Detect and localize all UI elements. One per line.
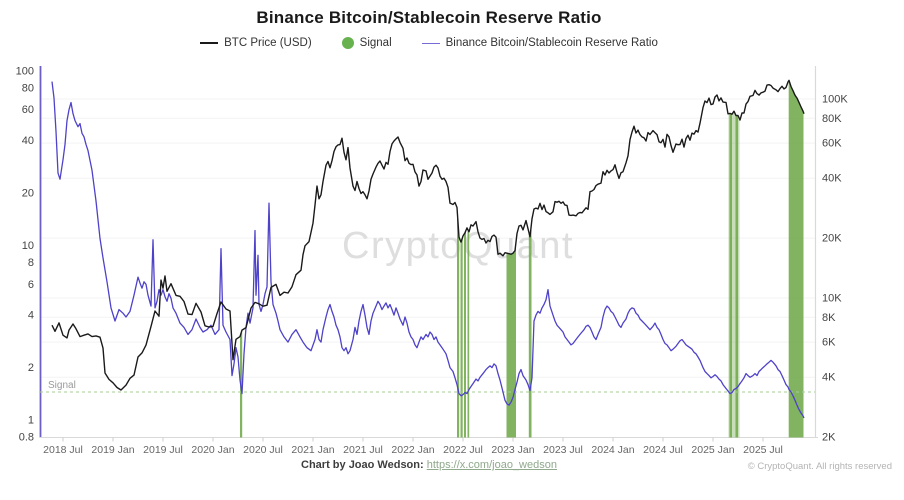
x-tick-label: 2025 Jul — [743, 444, 783, 456]
x-tick-label: 2019 Jul — [143, 444, 183, 456]
right-tick-label: 8K — [822, 312, 836, 324]
left-tick-label: 40 — [22, 135, 34, 147]
left-tick-label: 6 — [28, 279, 34, 291]
right-tick-label: 20K — [822, 233, 842, 245]
left-tick-label: 8 — [28, 257, 34, 269]
legend-label: Signal — [359, 37, 392, 49]
footer-credit: Chart by Joao Wedson: https://x.com/joao… — [40, 459, 818, 471]
price-series-line — [51, 79, 805, 391]
signal-bar — [464, 230, 466, 438]
x-tick-label: 2018 Jul — [43, 444, 83, 456]
signal-bar — [729, 113, 732, 438]
right-tick-label: 4K — [822, 372, 836, 384]
copyright-text: © CryptoQuant. All rights reserved — [747, 461, 892, 472]
legend-label: BTC Price (USD) — [224, 37, 312, 49]
right-axis: 100K 80K 60K 40K 20K 10K 8K 6K 4K 2K — [822, 94, 848, 444]
left-tick-label: 100 — [16, 66, 34, 78]
right-tick-label: 2K — [822, 432, 836, 444]
legend: BTC Price (USD) Signal Binance Bitcoin/S… — [40, 37, 818, 49]
legend-item-btc-price[interactable]: BTC Price (USD) — [200, 37, 312, 49]
ratio-line-marker-icon — [421, 42, 440, 44]
left-tick-label: 10 — [22, 240, 34, 252]
right-tick-label: 6K — [822, 337, 836, 349]
x-tick-label: 2024 Jan — [591, 444, 634, 456]
x-tick-label: 2024 Jul — [643, 444, 683, 456]
legend-item-reserve-ratio[interactable]: Binance Bitcoin/Stablecoin Reserve Ratio — [421, 37, 658, 49]
right-tick-label: 60K — [822, 138, 842, 150]
btc-line-marker-icon — [200, 42, 219, 44]
x-tick-label: 2022 Jul — [443, 444, 483, 456]
legend-label: Binance Bitcoin/Stablecoin Reserve Ratio — [445, 37, 658, 49]
left-tick-label: 1 — [28, 415, 34, 427]
right-tick-label: 10K — [822, 293, 842, 305]
x-tick-label: 2022 Jan — [391, 444, 434, 456]
right-tick-label: 100K — [822, 94, 848, 106]
left-axis: 100 80 60 40 20 10 8 6 4 2 1 0.8 — [16, 66, 34, 444]
signal-bar — [506, 241, 516, 438]
x-tick-label: 2020 Jan — [191, 444, 234, 456]
signal-bar — [457, 207, 460, 438]
left-tick-label: 2 — [28, 362, 34, 374]
signal-bar — [528, 223, 532, 438]
signal-bar — [735, 114, 738, 438]
x-tick-label: 2019 Jan — [91, 444, 134, 456]
x-axis: 2018 Jul 2019 Jan 2019 Jul 2020 Jan 2020 Jul… — [43, 437, 783, 456]
x-tick-label: 2020 Jul — [243, 444, 283, 456]
x-tick-label: 2021 Jul — [343, 444, 383, 456]
signal-circle-marker-icon — [341, 37, 354, 49]
credit-author: Chart by Joao Wedson: — [301, 459, 424, 471]
left-tick-label: 20 — [22, 188, 34, 200]
signal-bar — [788, 80, 804, 438]
credit-link[interactable]: https://x.com/joao_wedson — [426, 459, 557, 471]
x-tick-label: 2023 Jul — [543, 444, 583, 456]
right-tick-label: 80K — [822, 113, 842, 125]
page-title: Binance Bitcoin/Stablecoin Reserve Ratio — [256, 8, 602, 27]
x-tick-label: 2021 Jan — [291, 444, 334, 456]
signal-threshold-label: Signal — [48, 380, 76, 391]
signal-bar — [467, 228, 470, 438]
ratio-series-line — [51, 81, 805, 419]
left-tick-label: 60 — [22, 104, 34, 116]
right-tick-label: 40K — [822, 173, 842, 185]
signal-bar — [460, 236, 463, 438]
left-tick-label: 0.8 — [19, 432, 34, 444]
left-tick-label: 80 — [22, 82, 34, 94]
left-tick-label: 4 — [28, 310, 34, 322]
x-tick-label: 2023 Jan — [491, 444, 534, 456]
legend-item-signal[interactable]: Signal — [341, 37, 392, 49]
x-tick-label: 2025 Jan — [691, 444, 734, 456]
